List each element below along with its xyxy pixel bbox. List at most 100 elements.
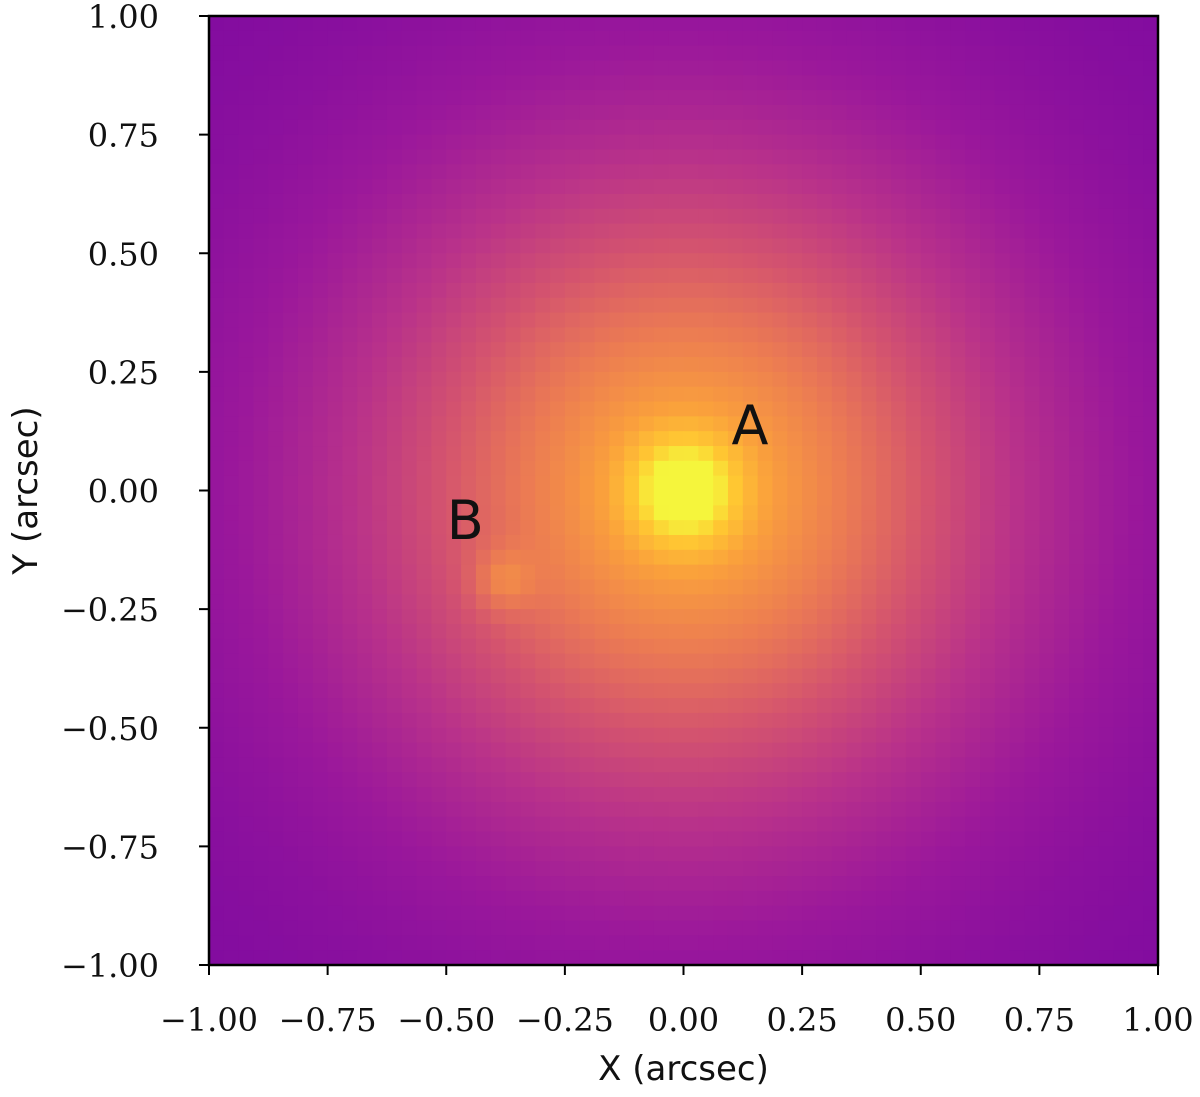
heatmap-cell <box>312 935 329 951</box>
heatmap-cell <box>475 282 492 299</box>
heatmap-cell <box>431 801 447 818</box>
heatmap-cell <box>994 149 1011 165</box>
heatmap-cell <box>1083 431 1100 447</box>
heatmap-cell <box>742 534 759 551</box>
heatmap-cell <box>342 816 358 833</box>
heatmap-cell <box>268 460 284 477</box>
heatmap-cell <box>1024 787 1040 803</box>
heatmap-cell <box>876 742 892 759</box>
heatmap-cell <box>772 787 788 803</box>
heatmap-cell <box>1128 431 1144 447</box>
heatmap-cell <box>431 342 447 358</box>
heatmap-cell <box>1128 876 1144 892</box>
heatmap-cell <box>1113 327 1129 343</box>
heatmap-cell <box>816 134 833 151</box>
heatmap-cell <box>579 223 596 240</box>
heatmap-cell <box>1083 16 1100 32</box>
heatmap-cell <box>1069 742 1085 759</box>
heatmap-cell <box>1054 104 1070 121</box>
heatmap-cell <box>653 30 670 47</box>
heatmap-cell <box>742 787 759 803</box>
heatmap-cell <box>683 45 699 62</box>
heatmap-cell <box>698 772 714 788</box>
heatmap-cell <box>1054 638 1070 655</box>
heatmap-cell <box>431 30 447 47</box>
heatmap-cell <box>802 534 818 551</box>
heatmap-cell <box>742 712 759 729</box>
heatmap-cell <box>994 90 1011 106</box>
heatmap-cell <box>994 268 1011 284</box>
heatmap-cell <box>772 342 788 358</box>
heatmap-cell <box>816 45 833 62</box>
heatmap-cell <box>475 238 492 254</box>
heatmap-cell <box>490 534 507 551</box>
heatmap-cell <box>965 193 981 210</box>
heatmap-cell <box>312 297 329 314</box>
heatmap-cell <box>653 416 670 432</box>
heatmap-cell <box>861 446 877 462</box>
heatmap-cell <box>564 238 581 254</box>
heatmap-cell <box>446 401 462 417</box>
heatmap-cell <box>268 579 284 595</box>
heatmap-cell <box>742 727 759 744</box>
heatmap-cell <box>1009 45 1026 62</box>
heatmap-cell <box>223 149 240 165</box>
heatmap-cell <box>475 772 492 788</box>
heatmap-cell <box>757 268 774 284</box>
heatmap-cell <box>624 623 640 640</box>
heatmap-cell <box>1098 787 1115 803</box>
heatmap-cell <box>505 193 521 210</box>
heatmap-cell <box>446 950 462 965</box>
heatmap-cell <box>980 787 996 803</box>
heatmap-cell <box>757 876 774 892</box>
heatmap-cell <box>653 846 670 862</box>
heatmap-cell <box>238 712 255 729</box>
heatmap-cell <box>891 623 907 640</box>
heatmap-cell <box>1113 772 1129 788</box>
heatmap-cell <box>639 164 655 180</box>
heatmap-cell <box>209 475 225 492</box>
heatmap-cell <box>802 905 818 922</box>
heatmap-cell <box>342 193 358 210</box>
heatmap-cell <box>816 801 833 818</box>
heatmap-cell <box>268 149 284 165</box>
heatmap-cell <box>564 638 581 655</box>
heatmap-cell <box>1024 253 1040 269</box>
heatmap-cell <box>1098 164 1115 180</box>
heatmap-cell <box>727 831 744 847</box>
heatmap-cell <box>757 475 774 492</box>
heatmap-cell <box>905 861 922 877</box>
heatmap-cell <box>861 179 877 195</box>
heatmap-cell <box>802 149 818 165</box>
heatmap-cell <box>846 772 863 788</box>
heatmap-cell <box>757 505 774 521</box>
heatmap-cell <box>727 386 744 403</box>
heatmap-cell <box>223 446 240 462</box>
heatmap-cell <box>357 446 373 462</box>
heatmap-cell <box>297 16 314 32</box>
heatmap-cell <box>490 683 507 699</box>
heatmap-cell <box>461 193 477 210</box>
heatmap-cell <box>1009 668 1026 684</box>
heatmap-cell <box>283 75 299 91</box>
heatmap-cell <box>357 134 373 151</box>
heatmap-cell <box>505 683 521 699</box>
heatmap-cell <box>905 935 922 951</box>
heatmap-cell <box>609 179 625 195</box>
heatmap-cell <box>1069 179 1085 195</box>
heatmap-cell <box>802 282 818 299</box>
heatmap-cell <box>846 253 863 269</box>
heatmap-cell <box>639 935 655 951</box>
heatmap-cell <box>980 253 996 269</box>
heatmap-cell <box>683 490 699 506</box>
heatmap-cell <box>772 208 788 225</box>
heatmap-cell <box>891 104 907 121</box>
heatmap-cell <box>609 164 625 180</box>
heatmap-cell <box>861 371 877 388</box>
heatmap-cell <box>401 623 418 640</box>
heatmap-cell <box>446 579 462 595</box>
heatmap-cell <box>223 208 240 225</box>
heatmap-cell <box>772 386 788 403</box>
heatmap-cell <box>802 460 818 477</box>
heatmap-cell <box>401 208 418 225</box>
